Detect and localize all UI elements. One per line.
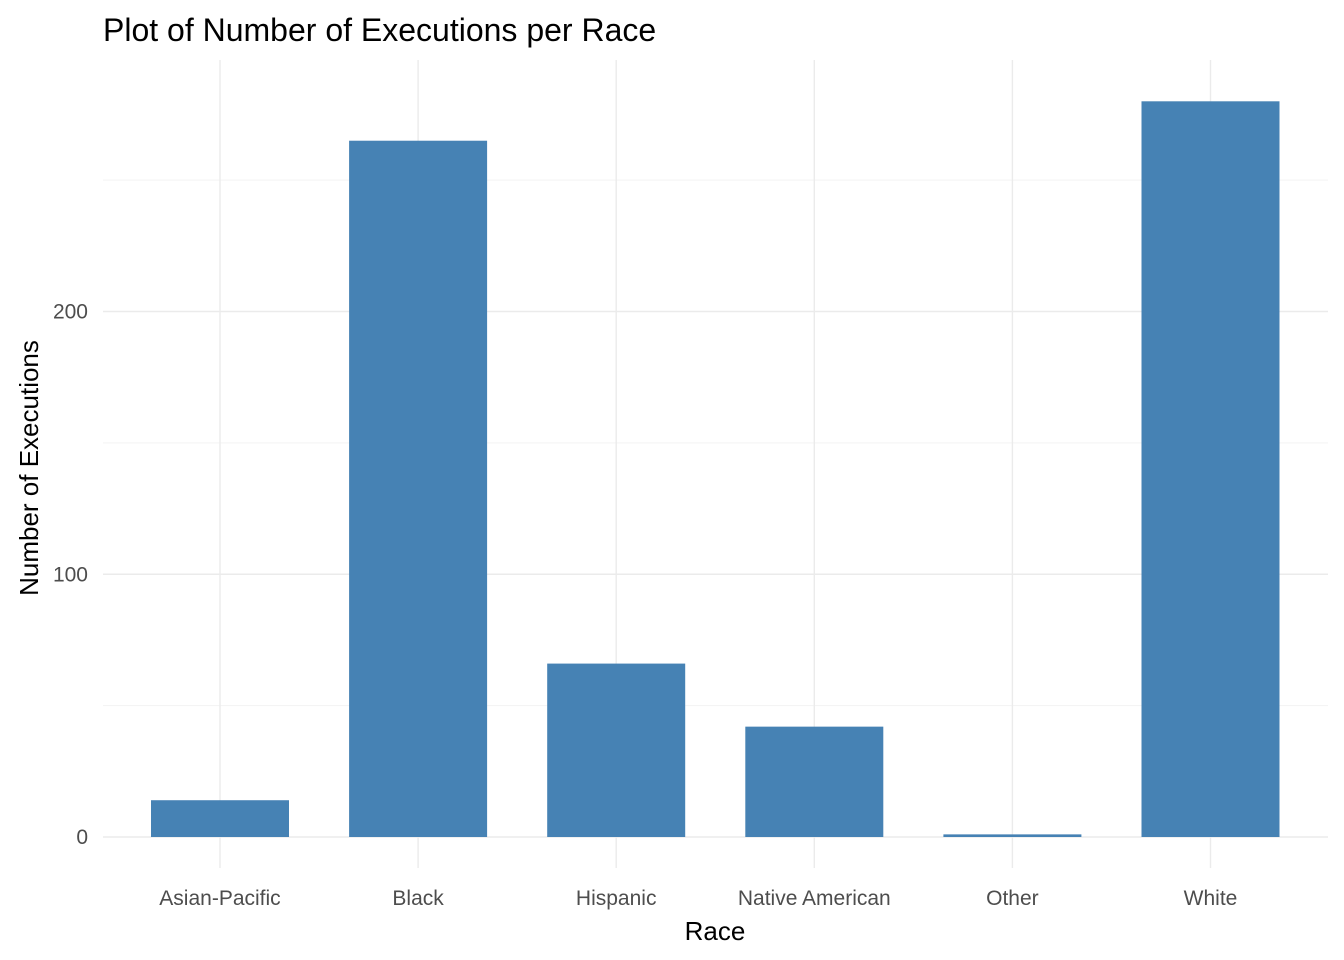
x-axis-ticks: Asian-Pacific Black Hispanic Native America… <box>159 887 1237 910</box>
y-tick-label: 0 <box>76 826 88 849</box>
bar <box>943 834 1082 837</box>
x-tick-label: Native American <box>738 887 891 910</box>
bars <box>151 101 1280 838</box>
y-axis-title: Number of Executions <box>14 340 44 596</box>
x-tick-label: Asian-Pacific <box>159 887 280 910</box>
y-tick-label: 100 <box>53 563 88 586</box>
x-tick-label: Black <box>392 887 444 910</box>
y-tick-label: 200 <box>53 301 88 324</box>
x-tick-label: Other <box>986 887 1039 910</box>
bar <box>151 800 289 837</box>
bar <box>1141 101 1280 838</box>
x-tick-label: White <box>1184 887 1238 910</box>
bar <box>547 663 686 837</box>
chart-title: Plot of Number of Executions per Race <box>103 12 656 48</box>
x-axis-title: Race <box>685 916 746 946</box>
y-axis-ticks: 0 100 200 <box>53 301 88 850</box>
x-tick-label: Hispanic <box>576 887 657 910</box>
bar <box>745 726 884 837</box>
bar <box>349 140 488 837</box>
